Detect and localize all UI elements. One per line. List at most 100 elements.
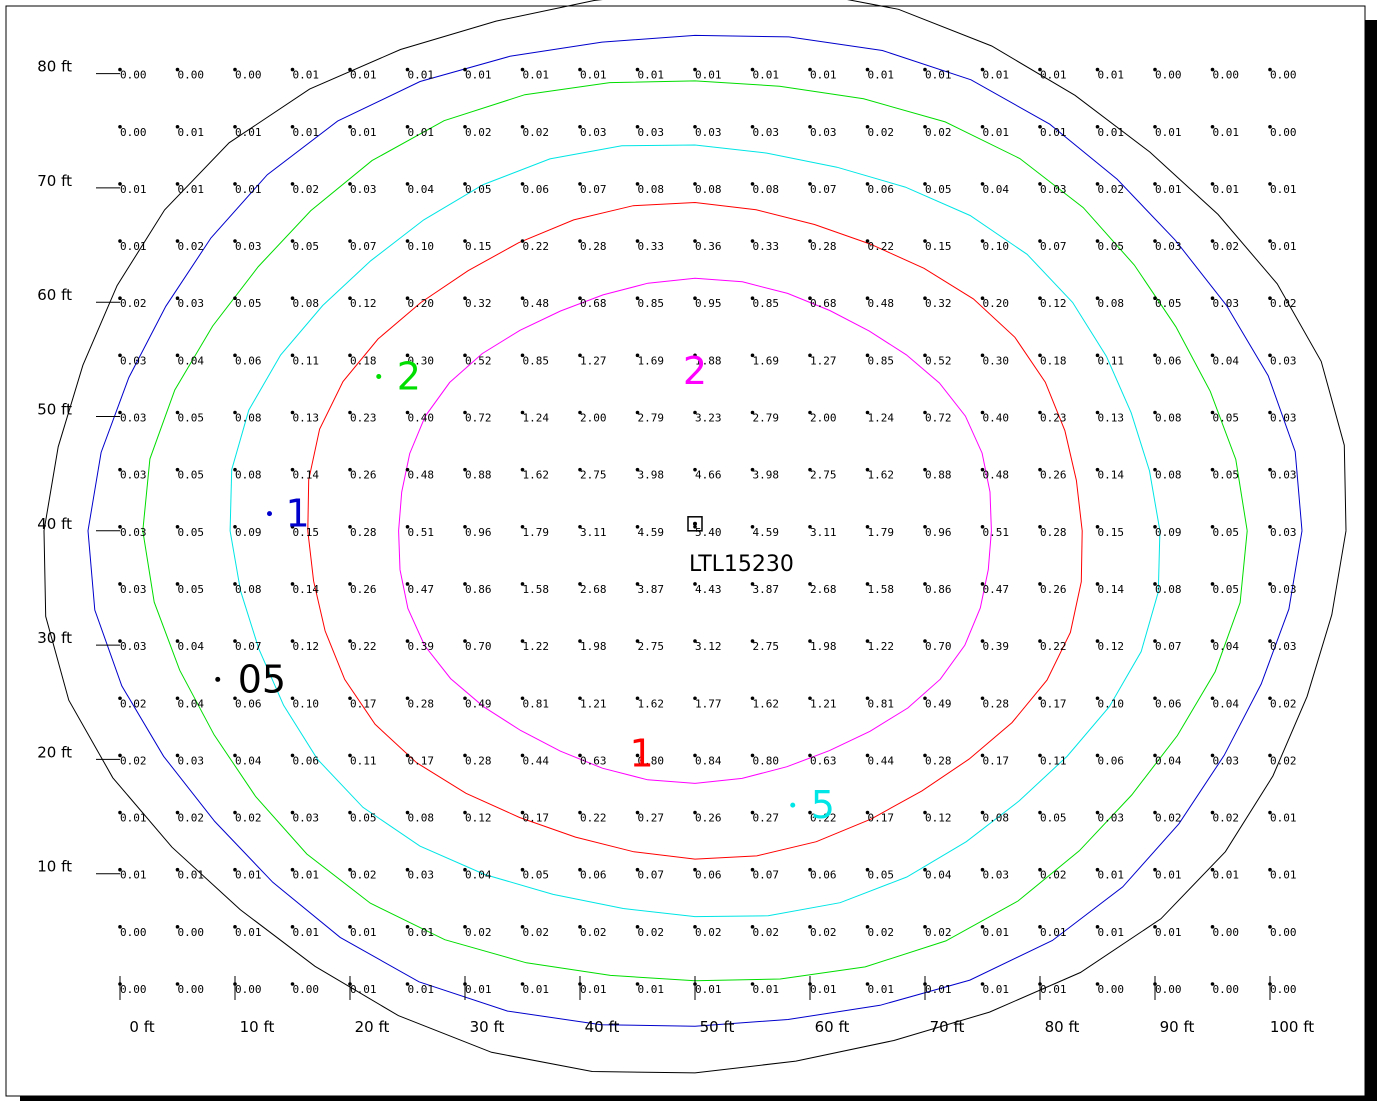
grid-value: 0.32 bbox=[925, 297, 952, 310]
grid-value: 0.10 bbox=[408, 240, 435, 253]
grid-point bbox=[923, 810, 927, 815]
grid-value: 0.48 bbox=[983, 469, 1010, 482]
grid-value: 0.02 bbox=[178, 240, 205, 253]
grid-value: 0.40 bbox=[408, 412, 435, 425]
grid-value: 0.09 bbox=[1155, 526, 1182, 539]
grid-point bbox=[1268, 753, 1272, 758]
grid-value: 0.01 bbox=[120, 812, 147, 825]
grid-point bbox=[1210, 753, 1215, 758]
grid-value: 0.07 bbox=[1155, 640, 1182, 653]
grid-value: 0.03 bbox=[235, 240, 262, 253]
grid-value: 0.07 bbox=[810, 183, 837, 196]
grid-value: 1.69 bbox=[753, 354, 780, 367]
grid-value: 0.18 bbox=[1040, 354, 1067, 367]
grid-point bbox=[463, 239, 467, 243]
grid-value: 0.26 bbox=[1040, 469, 1067, 482]
grid-point bbox=[1153, 353, 1157, 358]
grid-point bbox=[348, 582, 352, 586]
grid-point bbox=[118, 67, 122, 72]
grid-point bbox=[693, 296, 697, 301]
grid-point bbox=[980, 753, 985, 758]
grid-value: 0.28 bbox=[1040, 526, 1067, 539]
fixture-center bbox=[693, 521, 697, 526]
grid-point bbox=[233, 696, 237, 701]
grid-value: 0.26 bbox=[695, 812, 722, 825]
grid-point bbox=[693, 696, 697, 701]
grid-point bbox=[233, 353, 237, 358]
grid-point bbox=[865, 67, 870, 72]
grid-point bbox=[808, 925, 812, 929]
grid-value: 0.07 bbox=[1040, 240, 1067, 253]
grid-value: 0.08 bbox=[408, 812, 435, 825]
grid-value: 0.06 bbox=[695, 869, 722, 882]
grid-value: 0.02 bbox=[580, 926, 607, 939]
grid-value: 0.02 bbox=[235, 812, 262, 825]
grid-value: 0.05 bbox=[1213, 412, 1240, 425]
grid-point bbox=[1038, 867, 1042, 872]
grid-point bbox=[808, 525, 812, 529]
grid-point bbox=[463, 182, 467, 186]
grid-point bbox=[405, 582, 410, 586]
grid-point bbox=[980, 353, 985, 358]
grid-point bbox=[463, 982, 467, 986]
grid-value: 0.81 bbox=[523, 697, 550, 710]
grid-point bbox=[1095, 982, 1100, 986]
grid-point bbox=[865, 925, 870, 929]
grid-value: 0.01 bbox=[465, 983, 492, 996]
grid-point bbox=[1153, 582, 1157, 586]
grid-point bbox=[578, 182, 582, 186]
grid-point bbox=[923, 925, 927, 929]
grid-point bbox=[233, 410, 237, 415]
grid-value: 0.44 bbox=[868, 754, 895, 767]
grid-value: 0.15 bbox=[293, 526, 320, 539]
grid-value: 1.77 bbox=[695, 697, 722, 710]
grid-point bbox=[233, 867, 237, 872]
grid-value: 0.02 bbox=[868, 126, 895, 139]
grid-point bbox=[290, 296, 295, 301]
grid-point bbox=[118, 525, 122, 529]
grid-value: 2.00 bbox=[810, 412, 837, 425]
grid-value: 0.26 bbox=[350, 469, 377, 482]
grid-point bbox=[1153, 525, 1157, 529]
grid-point bbox=[118, 582, 122, 586]
grid-point bbox=[1210, 353, 1215, 358]
grid-value: 0.17 bbox=[408, 754, 435, 767]
grid-point bbox=[635, 867, 640, 872]
grid-point bbox=[463, 296, 467, 301]
grid-value: 0.02 bbox=[810, 926, 837, 939]
grid-point bbox=[1038, 67, 1042, 72]
grid-value: 0.01 bbox=[350, 126, 377, 139]
grid-point bbox=[1153, 296, 1157, 301]
grid-value: 0.51 bbox=[983, 526, 1010, 539]
grid-value: 0.03 bbox=[638, 126, 665, 139]
grid-value: 0.03 bbox=[1270, 469, 1297, 482]
grid-point bbox=[865, 296, 870, 301]
grid-value: 0.01 bbox=[523, 69, 550, 82]
grid-point bbox=[923, 124, 927, 129]
x-tick-label: 20 ft bbox=[355, 1018, 390, 1036]
grid-point bbox=[1268, 925, 1272, 929]
grid-value: 0.08 bbox=[235, 583, 262, 596]
grid-value: 0.96 bbox=[925, 526, 952, 539]
grid-point bbox=[405, 410, 410, 415]
grid-value: 0.01 bbox=[1040, 126, 1067, 139]
grid-point bbox=[290, 239, 295, 243]
grid-value: 2.75 bbox=[753, 640, 780, 653]
grid-point bbox=[290, 696, 295, 701]
grid-value: 0.17 bbox=[350, 697, 377, 710]
grid-value: 0.02 bbox=[1040, 869, 1067, 882]
grid-value: 0.05 bbox=[178, 583, 205, 596]
grid-value: 0.01 bbox=[810, 69, 837, 82]
grid-point bbox=[1210, 810, 1215, 815]
contour-label: 1 bbox=[286, 492, 310, 536]
grid-value: 0.02 bbox=[350, 869, 377, 882]
grid-value: 0.01 bbox=[523, 983, 550, 996]
grid-value: 0.18 bbox=[350, 354, 377, 367]
grid-point bbox=[348, 982, 352, 986]
grid-point bbox=[175, 810, 180, 815]
grid-point bbox=[1038, 810, 1042, 815]
grid-value: 0.01 bbox=[350, 926, 377, 939]
grid-point bbox=[348, 124, 352, 129]
grid-point bbox=[290, 639, 295, 643]
grid-value: 0.05 bbox=[178, 469, 205, 482]
